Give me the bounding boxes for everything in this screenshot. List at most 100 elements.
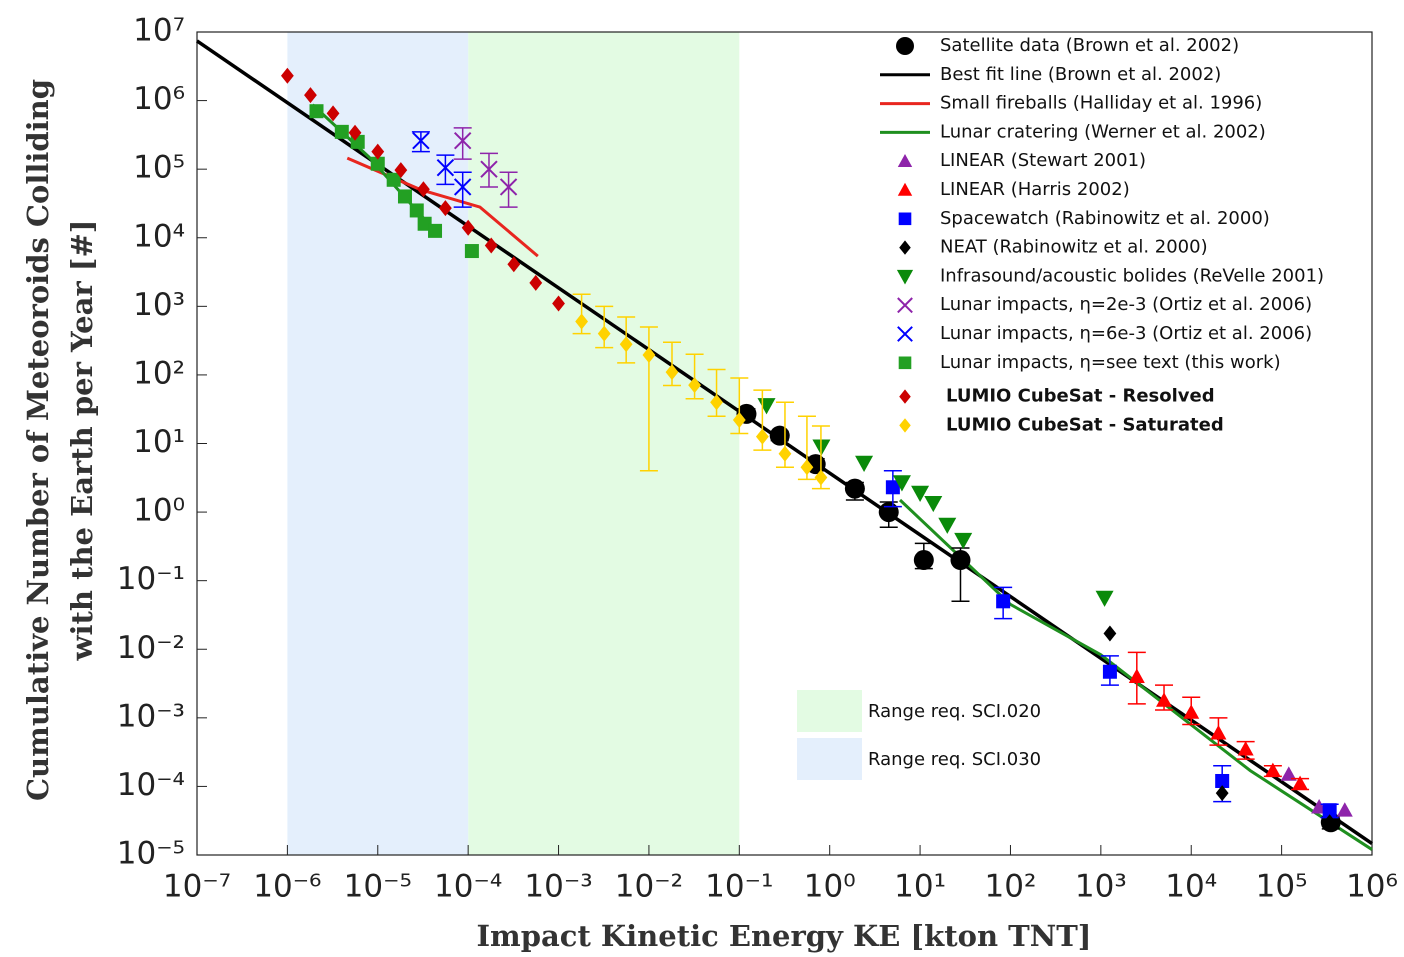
data-point	[855, 455, 874, 472]
data-point	[757, 398, 776, 415]
x-tick-label: 10⁻³	[524, 869, 592, 905]
data-point	[480, 160, 498, 178]
data-point	[412, 131, 430, 150]
legend-label: Lunar impacts, η=6e-3 (Ortiz et al. 2006…	[940, 323, 1312, 344]
data-point	[619, 336, 633, 353]
data-point	[1215, 773, 1230, 788]
x-tick-label: 10⁻²	[615, 869, 683, 905]
x-tick-label: 10⁵	[1256, 869, 1308, 905]
legend-swatch	[797, 690, 862, 732]
y-tick-label: 10⁻¹	[117, 561, 185, 597]
legend-label: LINEAR (Stewart 2001)	[940, 150, 1146, 171]
data-point	[428, 223, 443, 238]
legend-marker	[897, 154, 913, 167]
y-tick-label: 10⁷	[133, 13, 185, 49]
data-point	[304, 87, 317, 104]
data-point	[688, 377, 701, 394]
data-point	[529, 274, 543, 291]
data-point	[1210, 725, 1227, 740]
x-tick-label: 10²	[985, 869, 1037, 905]
data-point	[280, 67, 294, 84]
data-point	[461, 219, 475, 236]
data-point	[1237, 741, 1254, 756]
data-point	[878, 502, 899, 523]
data-point	[844, 478, 865, 499]
legend-marker	[897, 182, 913, 196]
data-point	[552, 295, 565, 312]
x-tick-label: 10³	[1075, 869, 1127, 905]
data-point	[800, 459, 814, 476]
data-point	[1156, 692, 1173, 707]
legend-marker	[899, 389, 911, 404]
data-point	[507, 256, 521, 273]
data-point	[1280, 766, 1297, 781]
data-point	[665, 364, 679, 381]
legend-marker	[899, 418, 911, 433]
y-axis-label: Cumulative Number of Meteoroids Collidin…	[21, 79, 55, 801]
data-point	[326, 105, 340, 122]
data-point	[484, 237, 498, 254]
legend-label: LINEAR (Harris 2002)	[940, 179, 1130, 200]
legend-marker	[898, 212, 912, 226]
data-point	[1264, 762, 1281, 778]
error-bar	[499, 171, 518, 208]
data-point	[309, 104, 324, 119]
data-point	[417, 181, 430, 198]
y-axis-label: with the Earth per Year [#]	[65, 220, 99, 662]
y-tick-label: 10⁶	[133, 81, 185, 117]
data-point	[334, 124, 349, 139]
data-point	[394, 162, 408, 179]
legend-label: Lunar cratering (Werner et al. 2002)	[940, 121, 1266, 142]
legend-label: NEAT (Rabinowitz et al. 2000)	[940, 237, 1208, 258]
data-point	[954, 532, 973, 550]
data-point	[814, 469, 828, 486]
data-point	[996, 594, 1011, 609]
legend-label: LUMIO CubeSat - Resolved	[946, 386, 1215, 407]
data-point	[499, 178, 518, 196]
legend-label: Spacewatch (Rabinowitz et al. 2000)	[940, 208, 1270, 229]
legend-label: Lunar impacts, η=see text (this work)	[940, 352, 1281, 373]
data-point	[1095, 590, 1114, 607]
y-tick-label: 10⁻⁵	[117, 836, 185, 872]
x-tick-label: 10⁴	[1165, 869, 1217, 905]
error-bar	[453, 127, 472, 160]
data-point	[1323, 814, 1337, 831]
y-tick-label: 10⁰	[133, 493, 185, 529]
data-point	[1215, 785, 1229, 802]
error-bar	[453, 171, 472, 208]
data-point	[453, 131, 472, 150]
x-tick-label: 10⁶	[1346, 869, 1398, 905]
legend-label: Lunar impacts, η=2e-3 (Ortiz et al. 2006…	[940, 294, 1312, 315]
legend-marker	[896, 37, 914, 55]
legend-label: Range req. SCI.020	[868, 701, 1041, 722]
data-point	[438, 200, 452, 217]
legend-marker	[899, 240, 911, 255]
data-point	[453, 178, 472, 196]
legend-marker	[897, 297, 913, 314]
y-tick-label: 10¹	[133, 424, 185, 460]
x-axis-label: Impact Kinetic Energy KE [kton TNT]	[476, 919, 1091, 953]
data-point	[892, 475, 911, 492]
y-tick-label: 10⁻⁴	[117, 767, 185, 803]
x-tick-label: 10⁻¹	[705, 869, 773, 905]
data-point	[409, 203, 424, 218]
data-point	[950, 550, 971, 571]
data-point	[371, 143, 385, 160]
y-tick-label: 10⁴	[133, 218, 185, 254]
y-tick-label: 10³	[133, 287, 185, 323]
x-tick-label: 10¹	[894, 869, 946, 905]
data-point	[1102, 664, 1117, 679]
legend-marker	[897, 326, 913, 342]
data-point	[1336, 802, 1353, 817]
error-bar	[436, 154, 455, 186]
legend-swatch	[797, 738, 862, 780]
data-point	[348, 124, 362, 141]
data-point	[769, 425, 790, 446]
y-tick-label: 10⁻³	[117, 698, 185, 734]
legend-label: LUMIO CubeSat - Saturated	[946, 414, 1224, 435]
y-tick-label: 10⁵	[133, 150, 185, 186]
x-tick-label: 10⁻⁴	[434, 869, 502, 905]
data-point	[436, 159, 455, 177]
range-band	[468, 32, 740, 855]
